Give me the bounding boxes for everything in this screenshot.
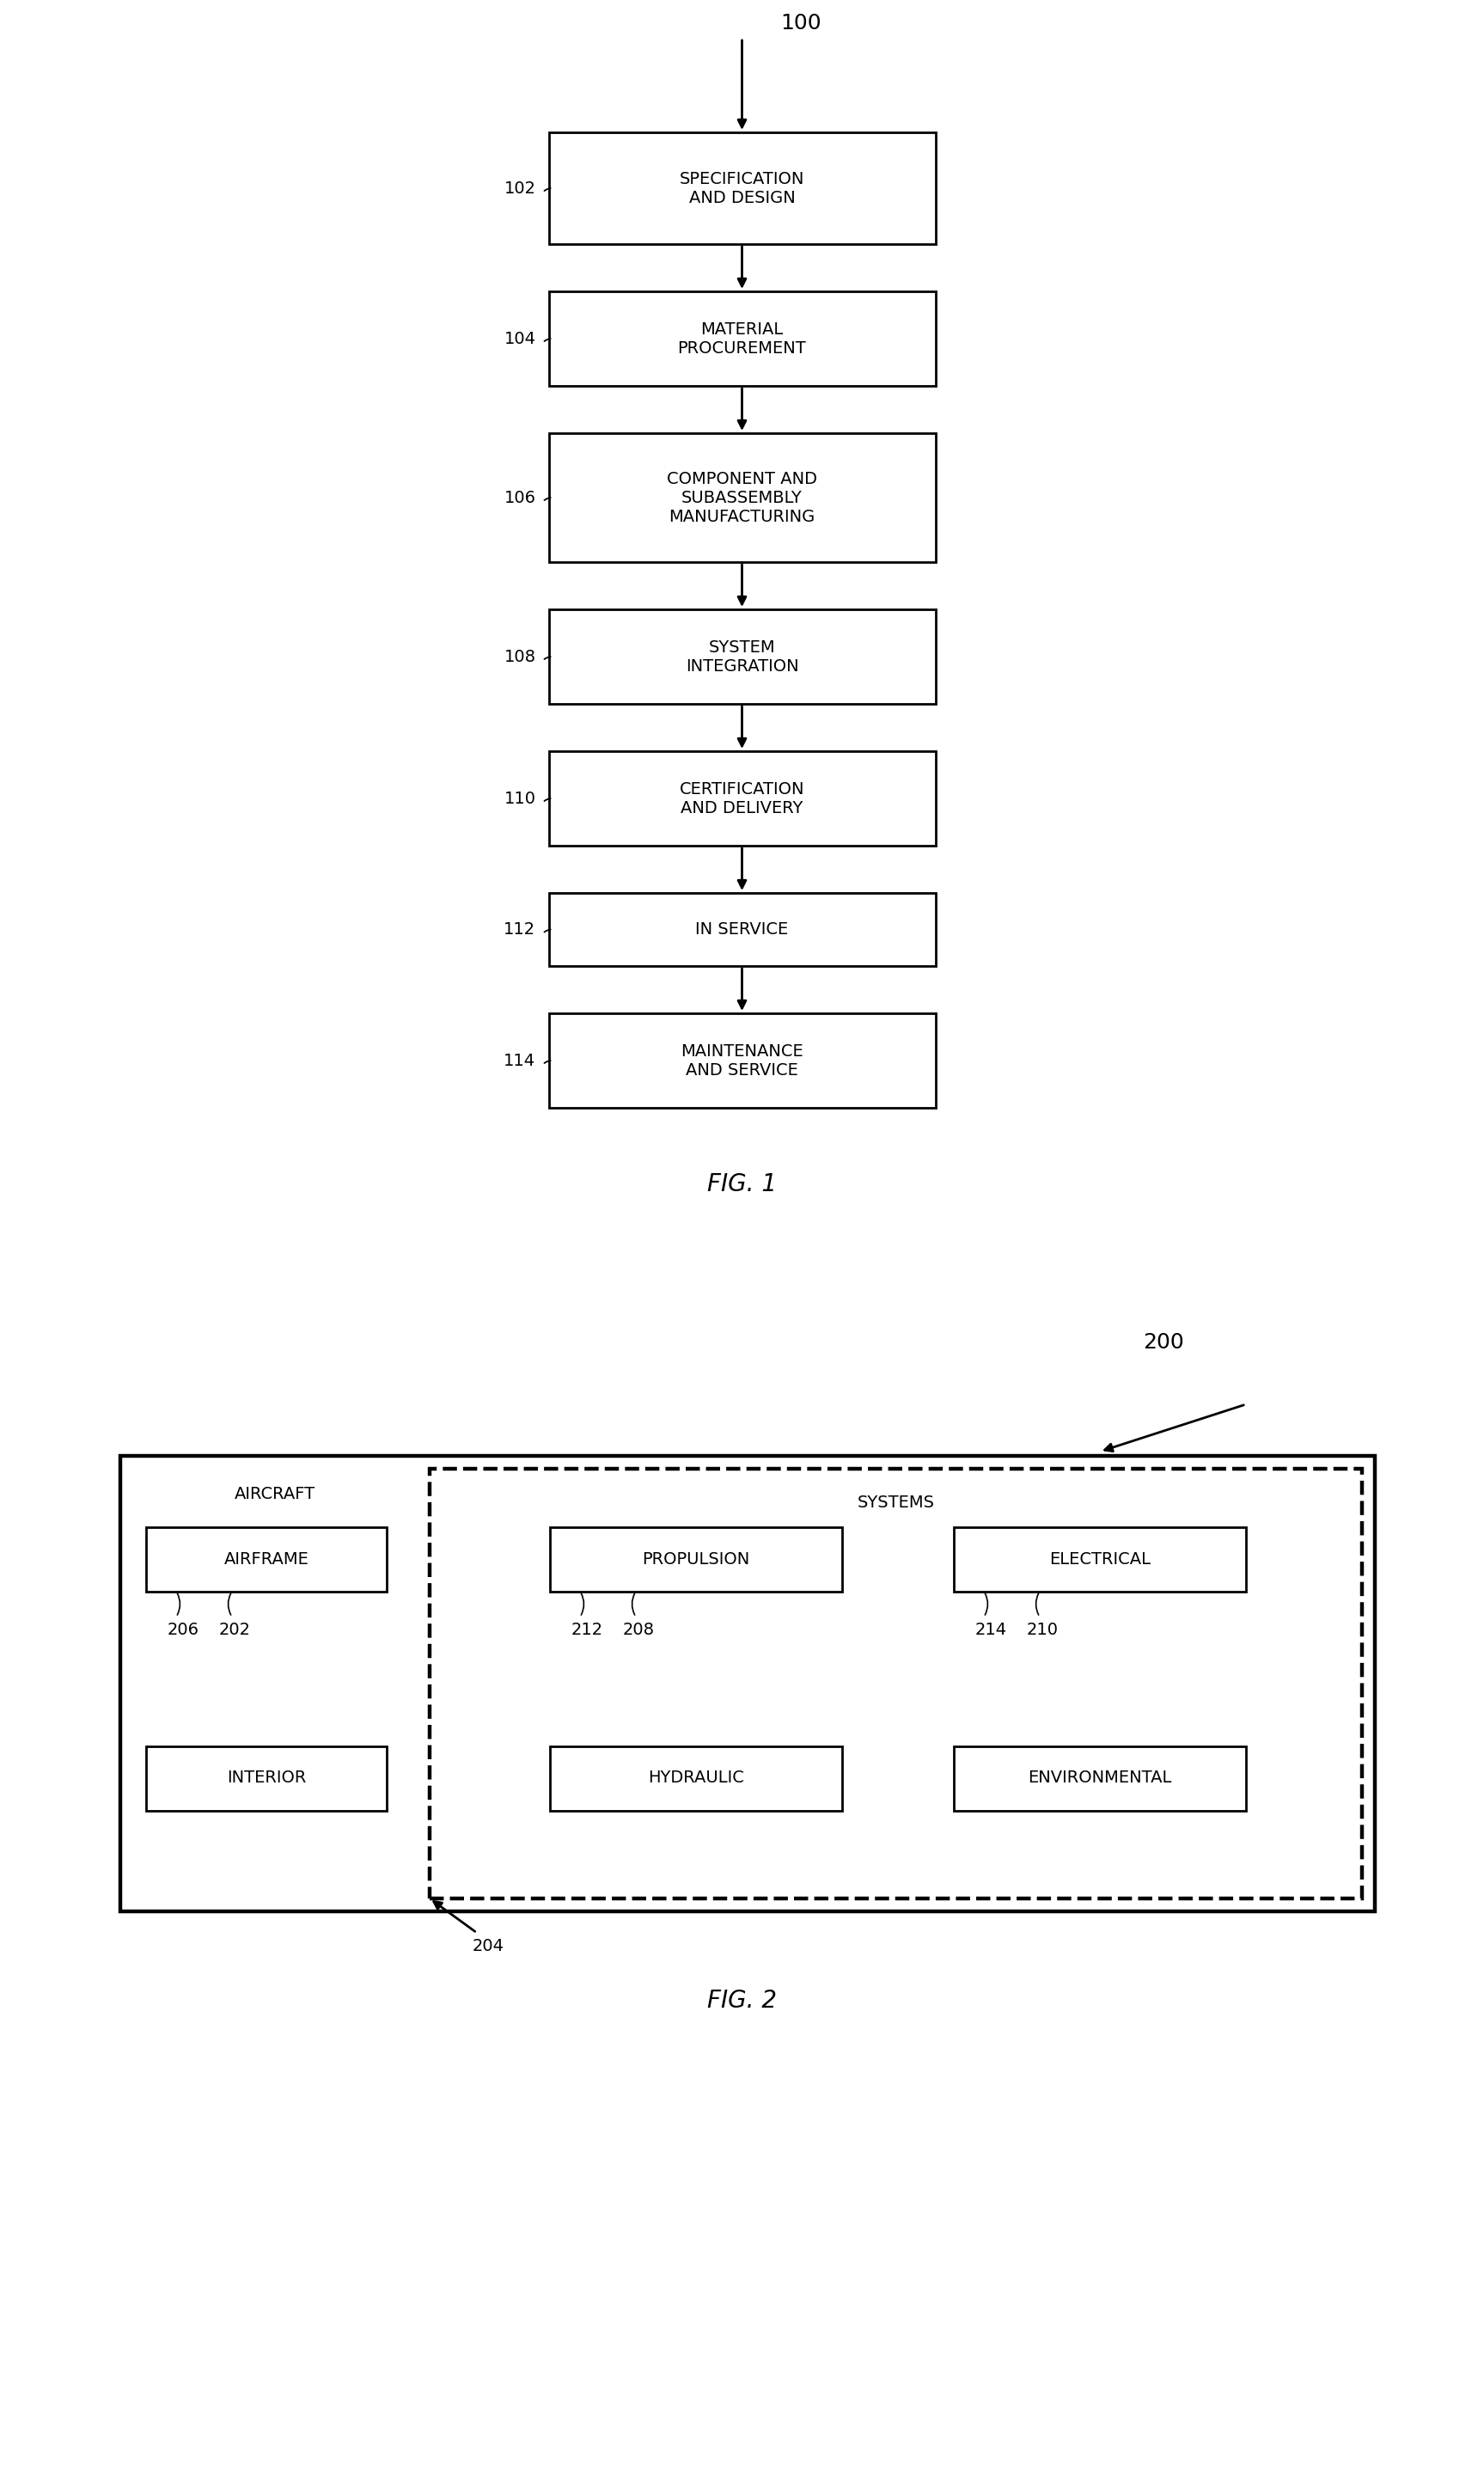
- FancyBboxPatch shape: [430, 1470, 1362, 1899]
- Text: 104: 104: [505, 331, 536, 346]
- FancyBboxPatch shape: [145, 1746, 387, 1811]
- Text: 214: 214: [975, 1620, 1008, 1638]
- FancyBboxPatch shape: [954, 1746, 1247, 1811]
- Text: AIRFRAME: AIRFRAME: [224, 1551, 309, 1566]
- Text: ENVIRONMENTAL: ENVIRONMENTAL: [1028, 1771, 1172, 1786]
- Text: PROPULSION: PROPULSION: [643, 1551, 749, 1566]
- Text: 204: 204: [472, 1936, 505, 1954]
- Text: IN SERVICE: IN SERVICE: [696, 921, 788, 939]
- Text: MAINTENANCE
AND SERVICE: MAINTENANCE AND SERVICE: [681, 1042, 803, 1077]
- Text: 212: 212: [571, 1620, 604, 1638]
- FancyBboxPatch shape: [954, 1526, 1247, 1591]
- Text: 114: 114: [505, 1052, 536, 1070]
- Text: 202: 202: [220, 1620, 251, 1638]
- Text: SPECIFICATION
AND DESIGN: SPECIFICATION AND DESIGN: [680, 170, 804, 205]
- Text: 200: 200: [1143, 1331, 1184, 1354]
- Text: HYDRAULIC: HYDRAULIC: [649, 1771, 743, 1786]
- Text: 106: 106: [505, 489, 536, 506]
- Text: FIG. 1: FIG. 1: [708, 1173, 776, 1195]
- Text: 112: 112: [505, 921, 536, 939]
- Text: ELECTRICAL: ELECTRICAL: [1049, 1551, 1150, 1566]
- Text: 110: 110: [505, 790, 536, 808]
- FancyBboxPatch shape: [145, 1526, 387, 1591]
- Text: 208: 208: [623, 1620, 654, 1638]
- Text: INTERIOR: INTERIOR: [227, 1771, 306, 1786]
- FancyBboxPatch shape: [120, 1455, 1374, 1912]
- FancyBboxPatch shape: [549, 894, 935, 966]
- Text: SYSTEMS: SYSTEMS: [858, 1494, 935, 1512]
- Text: SYSTEM
INTEGRATION: SYSTEM INTEGRATION: [686, 640, 798, 674]
- Text: MATERIAL
PROCUREMENT: MATERIAL PROCUREMENT: [678, 321, 806, 356]
- FancyBboxPatch shape: [549, 751, 935, 845]
- FancyBboxPatch shape: [549, 610, 935, 704]
- Text: FIG. 2: FIG. 2: [708, 1988, 776, 2013]
- Text: COMPONENT AND
SUBASSEMBLY
MANUFACTURING: COMPONENT AND SUBASSEMBLY MANUFACTURING: [666, 472, 818, 524]
- Text: 210: 210: [1027, 1620, 1058, 1638]
- FancyBboxPatch shape: [549, 291, 935, 385]
- Text: 108: 108: [505, 650, 536, 664]
- Text: 102: 102: [505, 180, 536, 198]
- Text: 100: 100: [781, 12, 822, 35]
- FancyBboxPatch shape: [549, 1013, 935, 1109]
- Text: 206: 206: [168, 1620, 199, 1638]
- Text: CERTIFICATION
AND DELIVERY: CERTIFICATION AND DELIVERY: [680, 781, 804, 815]
- FancyBboxPatch shape: [549, 133, 935, 245]
- FancyBboxPatch shape: [551, 1526, 841, 1591]
- FancyBboxPatch shape: [549, 432, 935, 563]
- FancyBboxPatch shape: [551, 1746, 841, 1811]
- Text: AIRCRAFT: AIRCRAFT: [234, 1487, 316, 1502]
